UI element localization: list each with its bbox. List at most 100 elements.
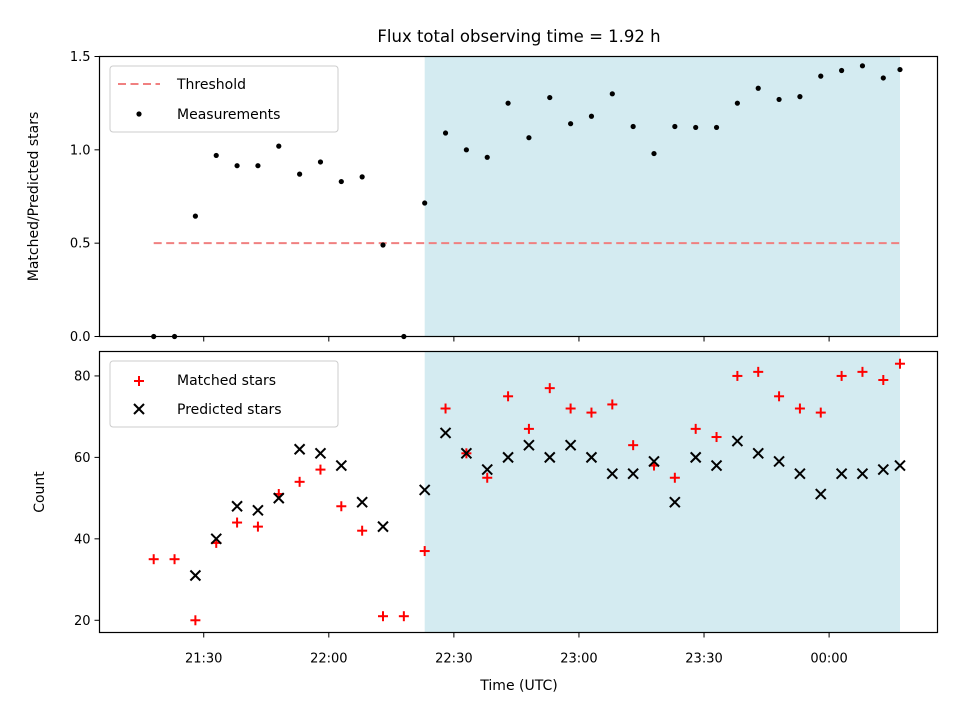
predicted-star-point (335, 459, 348, 472)
measurement-point (651, 150, 657, 157)
matched-star-point (336, 501, 347, 512)
predicted-star-point (773, 455, 785, 468)
predicted-star-point (314, 447, 327, 460)
matched-star-point (669, 472, 680, 483)
measurement-point (192, 213, 198, 219)
bottom-x-ticks: 21:30 22:00 22:30 23:00 23:30 00:00 (185, 632, 848, 667)
predicted-star-point (460, 447, 473, 460)
matched-star-point (774, 391, 785, 402)
predicted-star-point (502, 451, 514, 464)
matched-star-point (607, 399, 618, 410)
y-tick-label: 0.5 (70, 237, 91, 252)
measurement-point (213, 152, 219, 159)
top-axes-frame (98, 55, 939, 338)
y-tick-label: 60 (74, 451, 91, 466)
measurement-point (818, 73, 824, 79)
measurement-point (734, 100, 740, 106)
matched-star-point (503, 391, 514, 402)
measurement-point (380, 242, 386, 248)
predicted-star-point (856, 467, 869, 480)
y-tick-label: 40 (74, 532, 91, 547)
matched-star-point (878, 375, 889, 386)
predicted-star-point (377, 520, 389, 533)
y-tick-label: 0.0 (70, 330, 91, 345)
x-axis-label: Time (UTC) (479, 678, 557, 694)
matched-star-point (294, 476, 305, 487)
measurement-point (776, 96, 782, 103)
measurement-point (588, 113, 595, 119)
y-tick-label: 20 (74, 614, 91, 629)
bottom-y-axis-label: Count (32, 471, 48, 513)
top-panel: 0.0 0.5 1.0 1.5 Matched/Predicted stars Thr… (26, 50, 939, 345)
matched-star-point (252, 521, 263, 532)
matched-star-point (565, 403, 576, 414)
legend-measurements-label: Measurements (177, 107, 280, 123)
matched-star-point (544, 383, 555, 394)
matched-star-point (523, 423, 534, 434)
predicted-star-point (648, 455, 660, 468)
measurement-point (859, 63, 866, 69)
x-tick-label: 21:30 (185, 652, 222, 667)
measurement-point (255, 163, 261, 169)
measurement-point (484, 154, 490, 160)
matched-star-point (815, 407, 826, 418)
matched-star-point (628, 440, 639, 451)
y-tick-label: 80 (74, 369, 91, 384)
predicted-star-point (293, 443, 306, 455)
matched-star-point (894, 358, 905, 369)
predicted-star-point (894, 459, 906, 472)
bottom-legend: Matched stars Predicted stars (109, 360, 339, 428)
predicted-star-point (669, 496, 681, 508)
predicted-star-point (815, 488, 827, 500)
chart-title: Flux total observing time = 1.92 h (377, 27, 660, 46)
measurement-point (442, 130, 449, 136)
predicted-star-point (877, 463, 890, 476)
measurement-point (276, 143, 282, 149)
bottom-shaded-region (424, 351, 900, 633)
measurement-point (630, 123, 636, 130)
matched-star-point (794, 403, 805, 414)
matched-star-point (482, 472, 493, 483)
predicted-star-point (356, 496, 368, 508)
top-shaded-region (424, 56, 900, 337)
predicted-star-point (231, 500, 243, 512)
x-tick-label: 23:00 (560, 652, 597, 667)
matched-star-point (357, 525, 368, 536)
measurement-point (693, 124, 699, 131)
measurement-point (880, 75, 886, 81)
predicted-star-point (731, 435, 744, 447)
count-points (148, 358, 906, 626)
predicted-star-point (273, 492, 285, 504)
y-tick-label: 1.0 (70, 143, 91, 158)
predicted-star-point (794, 467, 806, 480)
matched-star-point (711, 432, 722, 443)
measurement-point (672, 123, 678, 130)
predicted-star-point (544, 451, 556, 464)
predicted-star-point (439, 427, 452, 439)
predicted-star-point (627, 467, 639, 480)
measurement-point (463, 147, 469, 153)
measurement-point (755, 85, 761, 91)
predicted-star-point (523, 439, 535, 451)
predicted-star-point (606, 467, 619, 480)
measurement-point (234, 163, 240, 169)
predicted-star-point (564, 439, 577, 451)
top-legend: Threshold Measurements (109, 65, 339, 133)
matched-star-point (190, 615, 201, 626)
measurement-points (151, 63, 903, 340)
matched-star-point (378, 611, 389, 622)
x-tick-label: 00:00 (810, 652, 847, 667)
legend-predicted-label: Predicted stars (177, 402, 282, 418)
measurement-point (359, 174, 365, 180)
matched-star-point (148, 554, 159, 565)
matched-star-point (836, 370, 847, 381)
legend-threshold-label: Threshold (176, 77, 246, 93)
measurement-point (526, 135, 532, 141)
legend-matched-swatch (134, 376, 144, 386)
measurement-point (317, 159, 324, 165)
measurement-point (609, 91, 615, 97)
predicted-star-point (481, 463, 493, 476)
matched-star-point (732, 370, 743, 381)
matched-star-point (690, 423, 701, 434)
